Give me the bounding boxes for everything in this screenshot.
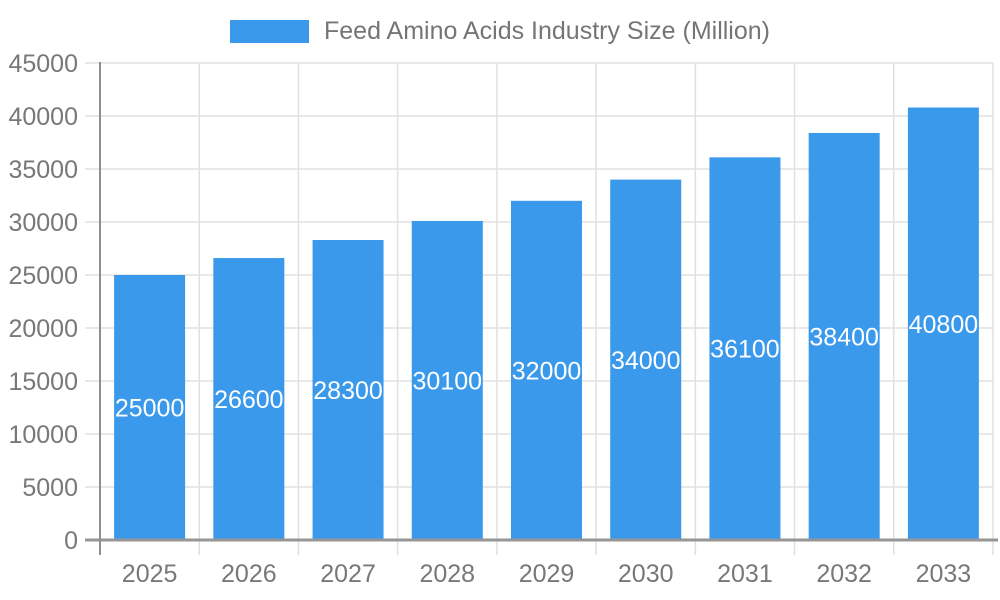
bar-2032 — [808, 132, 880, 540]
y-axis-tick-label: 45000 — [8, 50, 78, 78]
y-axis-tick-label: 35000 — [8, 156, 78, 184]
bar-2029 — [511, 200, 582, 541]
bar-value-label: 36100 — [710, 336, 780, 364]
x-axis-tick-label: 2031 — [717, 560, 773, 588]
legend-swatch — [229, 19, 309, 43]
bar-2025 — [114, 275, 186, 540]
bar-2026 — [213, 258, 285, 540]
x-axis-tick-label: 2029 — [519, 560, 575, 588]
x-axis-tick-label: 2028 — [419, 560, 475, 588]
bar-value-label: 26600 — [214, 386, 284, 414]
y-axis-tick-label: 25000 — [8, 262, 78, 290]
legend-label: Feed Amino Acids Industry Size (Million) — [323, 17, 770, 45]
bar-value-label: 34000 — [611, 347, 681, 375]
y-axis-tick-label: 10000 — [8, 421, 78, 449]
bar-2031 — [709, 157, 781, 540]
bar-2028 — [411, 220, 483, 540]
bar-value-label: 32000 — [512, 357, 582, 385]
bar-2033 — [907, 107, 979, 541]
bar-2027 — [312, 240, 384, 540]
x-axis-tick-label: 2033 — [916, 560, 972, 588]
bar-2030 — [610, 179, 682, 540]
x-axis-tick-label: 2026 — [221, 560, 277, 588]
bar-value-label: 38400 — [809, 323, 879, 351]
legend: Feed Amino Acids Industry Size (Million) — [0, 17, 1000, 45]
bar-value-label: 40800 — [909, 311, 979, 339]
y-axis-tick-label: 40000 — [8, 103, 78, 131]
x-axis-tick-label: 2027 — [320, 560, 376, 588]
y-axis-tick-label: 0 — [64, 527, 78, 555]
y-axis-tick-label: 30000 — [8, 209, 78, 237]
y-axis-tick-label: 15000 — [8, 368, 78, 396]
y-axis-tick-label: 20000 — [8, 315, 78, 343]
bar-value-label: 30100 — [413, 367, 483, 395]
x-axis-tick-label: 2025 — [122, 560, 178, 588]
x-axis-tick-label: 2032 — [816, 560, 872, 588]
y-axis-tick-label: 5000 — [22, 474, 78, 502]
bar-value-label: 28300 — [313, 377, 383, 405]
bar-value-label: 25000 — [115, 395, 185, 423]
x-axis-tick-label: 2030 — [618, 560, 674, 588]
